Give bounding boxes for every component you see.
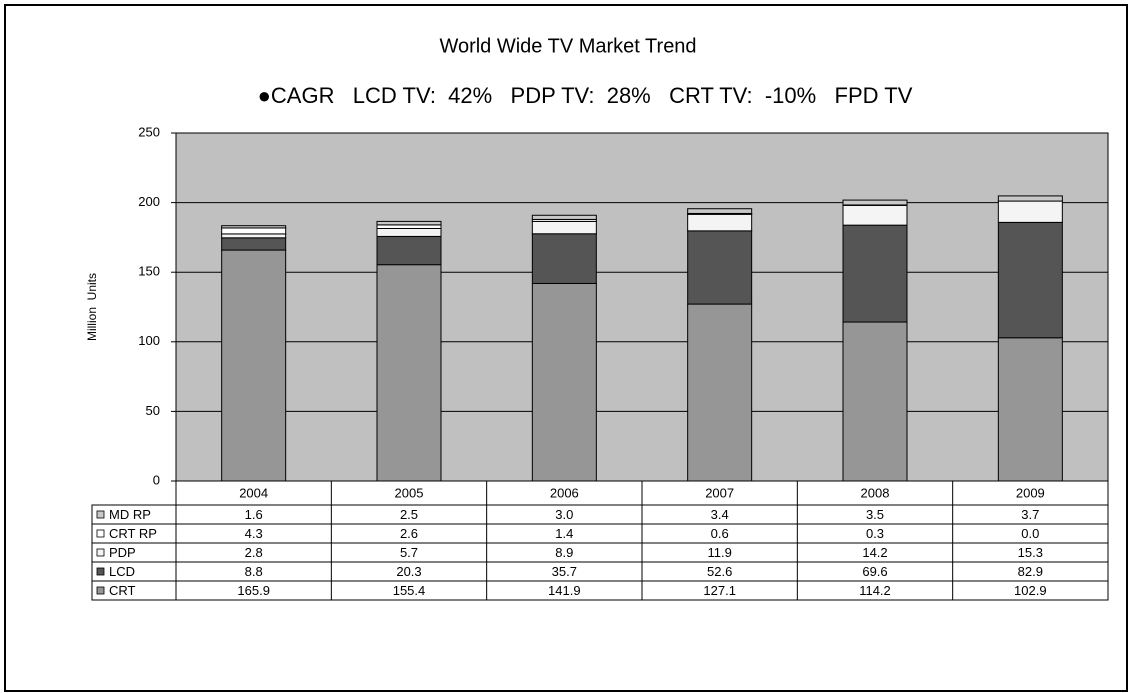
x-tick-label: 2008 — [861, 485, 890, 500]
table-cell: 0.0 — [1021, 526, 1039, 541]
x-tick-label: 2006 — [550, 485, 579, 500]
table-cell: 8.9 — [555, 545, 573, 560]
table-cell: 14.2 — [862, 545, 887, 560]
legend-label: LCD — [109, 564, 135, 579]
bar-segment — [376, 264, 442, 482]
bar-segment — [842, 224, 908, 323]
table-cell: 165.9 — [237, 583, 270, 598]
table-cell: 0.3 — [866, 526, 884, 541]
bar-segment — [376, 227, 442, 237]
table-cell: 8.8 — [245, 564, 263, 579]
table-cell: 1.4 — [555, 526, 573, 541]
bar-segment — [997, 200, 1063, 223]
table-cell: 4.3 — [245, 526, 263, 541]
table-cell: 2.8 — [245, 545, 263, 560]
table-cell: 69.6 — [862, 564, 887, 579]
legend-swatch — [96, 567, 105, 576]
y-tick-label: 250 — [138, 124, 160, 139]
bar-segment — [997, 221, 1063, 339]
table-cell: 2.6 — [400, 526, 418, 541]
table-cell: 11.9 — [707, 545, 731, 560]
table-cell: 1.6 — [245, 507, 263, 522]
legend-label: PDP — [109, 545, 136, 560]
table-cell: 155.4 — [393, 583, 426, 598]
legend-swatch — [96, 529, 105, 538]
bar-segment — [997, 195, 1063, 202]
legend-label: CRT — [109, 583, 136, 598]
bar-segment — [687, 213, 753, 232]
table-cell: 52.6 — [707, 564, 732, 579]
table-cell: 15.3 — [1018, 545, 1043, 560]
bar-segment — [687, 303, 753, 482]
bar-segment — [531, 220, 597, 235]
y-tick-label: 50 — [146, 403, 160, 418]
y-tick-label: 0 — [153, 472, 160, 487]
bar-segment — [376, 220, 442, 226]
table-cell: 5.7 — [400, 545, 418, 560]
table-cell: 3.7 — [1021, 507, 1039, 522]
y-axis-label: Million Units — [85, 273, 99, 341]
bar-segment — [842, 321, 908, 482]
bar-segment — [221, 227, 287, 235]
plot-area — [175, 132, 1109, 482]
bar-segment — [221, 225, 287, 229]
x-tick-label: 2004 — [239, 485, 268, 500]
table-cell: 102.9 — [1014, 583, 1047, 598]
legend-swatch — [96, 548, 105, 557]
table-cell: 0.6 — [711, 526, 729, 541]
x-tick-label: 2007 — [705, 485, 734, 500]
bar-segment — [531, 233, 597, 284]
legend-label: CRT RP — [109, 526, 157, 541]
legend-label: MD RP — [109, 507, 151, 522]
chart-subtitle: ●CAGR LCD TV: 42% PDP TV: 28% CRT TV: -1… — [258, 83, 913, 108]
y-tick-label: 150 — [138, 264, 160, 279]
bar-segment — [687, 230, 753, 305]
bar-segment — [376, 224, 442, 229]
x-tick-label: 2005 — [395, 485, 424, 500]
bar-segment — [842, 204, 908, 226]
table-cell: 3.5 — [866, 507, 884, 522]
bar-segment — [221, 237, 287, 251]
table-cell: 127.1 — [703, 583, 736, 598]
table-cell: 3.4 — [711, 507, 729, 522]
y-tick-label: 100 — [138, 333, 160, 348]
bar-segment — [531, 214, 597, 220]
table-cell: 82.9 — [1018, 564, 1043, 579]
table-cell: 141.9 — [548, 583, 581, 598]
legend-swatch — [96, 586, 105, 595]
bar-segment — [531, 282, 597, 482]
x-tick-label: 2009 — [1016, 485, 1045, 500]
chart-title: World Wide TV Market Trend — [439, 35, 696, 57]
table-cell: 114.2 — [859, 583, 891, 598]
bar-segment — [376, 235, 442, 266]
table-cell: 2.5 — [400, 507, 418, 522]
bar-segment — [687, 208, 753, 214]
legend-swatch — [96, 510, 105, 519]
bar-segment — [842, 199, 908, 206]
bar-segment — [997, 337, 1063, 482]
bar-segment — [221, 233, 287, 239]
table-cell: 3.0 — [555, 507, 573, 522]
table-cell: 35.7 — [552, 564, 577, 579]
bar-segment — [221, 249, 287, 482]
y-tick-label: 200 — [138, 194, 160, 209]
table-cell: 20.3 — [396, 564, 421, 579]
